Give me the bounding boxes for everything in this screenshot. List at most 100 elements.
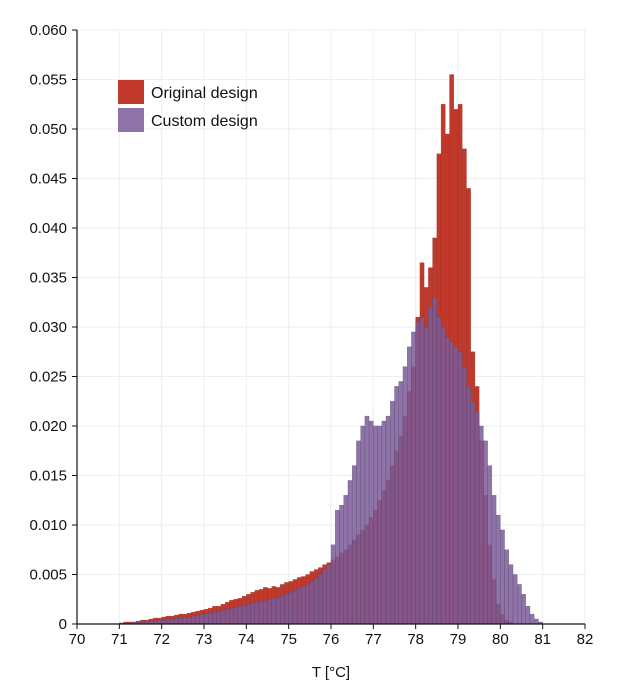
histogram-bar <box>241 604 247 625</box>
histogram-bar <box>267 599 272 625</box>
histogram-bar <box>305 584 311 625</box>
histogram-bar <box>178 617 184 625</box>
histogram-bar <box>394 386 399 625</box>
x-tick-label: 75 <box>280 631 297 648</box>
histogram-bar <box>330 544 336 625</box>
histogram-bar <box>203 613 209 625</box>
histogram-bar <box>233 606 239 625</box>
legend: Original design Custom design <box>118 80 258 132</box>
histogram-bar <box>301 586 306 625</box>
histogram-bar <box>508 564 514 625</box>
histogram-bar <box>292 590 298 625</box>
histogram-bar <box>174 617 179 625</box>
histogram-bar <box>390 401 395 625</box>
histogram-bar <box>254 602 260 625</box>
series-custom-design <box>119 297 543 625</box>
histogram-bar <box>258 601 264 625</box>
histogram-bar <box>521 594 526 625</box>
x-tick-label: 74 <box>238 631 255 648</box>
x-tick-label: 71 <box>111 631 128 648</box>
histogram-bar <box>250 603 255 625</box>
x-tick-label: 81 <box>534 631 551 648</box>
histogram-bar <box>457 351 463 625</box>
x-tick-label: 73 <box>196 631 213 648</box>
histogram-bar <box>246 604 251 625</box>
histogram-bar <box>351 465 357 625</box>
histogram-bar <box>436 316 442 625</box>
histogram-bar <box>212 611 217 625</box>
histogram-bar <box>487 465 493 625</box>
histogram-bar <box>504 549 510 625</box>
histogram-bar <box>453 346 459 625</box>
histogram-bar <box>347 480 353 625</box>
histogram-bar <box>296 588 302 625</box>
histogram-bar <box>191 615 196 625</box>
histogram-bar <box>322 569 327 625</box>
y-tick-label: 0.045 <box>29 171 67 188</box>
histogram-bar <box>462 366 467 625</box>
histogram-bar <box>275 597 281 625</box>
x-axis-ticks: 70 71 72 73 74 75 76 77 78 79 80 81 82 <box>69 624 594 648</box>
x-tick-label: 72 <box>153 631 170 648</box>
histogram-bar <box>474 410 480 625</box>
histogram-bar <box>169 618 175 625</box>
y-tick-label: 0.005 <box>29 567 67 584</box>
histogram-bar <box>495 514 501 625</box>
legend-swatch <box>118 80 144 104</box>
histogram-bar <box>182 616 188 625</box>
histogram-bar <box>186 616 192 625</box>
histogram-bar <box>381 420 387 625</box>
histogram-bars <box>119 74 543 625</box>
histogram-bar <box>419 316 425 625</box>
y-tick-label: 0.020 <box>29 418 67 435</box>
histogram-bar <box>525 605 531 625</box>
histogram-bar <box>470 401 476 625</box>
histogram-bar <box>385 415 391 625</box>
histogram-bar <box>449 341 454 625</box>
x-tick-label: 78 <box>407 631 424 648</box>
histogram-bar <box>466 386 471 625</box>
x-tick-label: 77 <box>365 631 382 648</box>
histogram-bar <box>440 326 446 625</box>
histogram-bar <box>483 440 488 625</box>
histogram-bar <box>195 614 200 625</box>
x-tick-label: 80 <box>492 631 509 648</box>
y-tick-label: 0.035 <box>29 270 67 287</box>
histogram-bar <box>271 598 277 625</box>
histogram-bar <box>199 613 205 625</box>
histogram-bar <box>529 613 535 625</box>
histogram-bar <box>534 618 539 625</box>
histogram-bar <box>288 592 294 625</box>
histogram-bar <box>263 600 268 625</box>
histogram-bar <box>491 495 497 625</box>
x-tick-label: 79 <box>450 631 467 648</box>
histogram-bar <box>398 381 404 625</box>
histogram-bar <box>377 425 383 625</box>
y-tick-label: 0.040 <box>29 220 67 237</box>
histogram-bar <box>415 321 421 625</box>
histogram-bar <box>318 574 323 625</box>
y-tick-label: 0.050 <box>29 121 67 138</box>
histogram-bar <box>356 440 361 625</box>
y-tick-label: 0.010 <box>29 517 67 534</box>
histogram-bar <box>280 596 285 625</box>
histogram-bar <box>500 529 505 625</box>
histogram-bar <box>335 509 340 625</box>
histogram-bar <box>224 608 230 625</box>
histogram-bar <box>512 574 518 625</box>
histogram-bar <box>165 618 171 625</box>
histogram-bar <box>364 415 370 625</box>
histogram-bar <box>237 605 243 625</box>
x-tick-label: 82 <box>577 631 594 648</box>
histogram-bar <box>326 564 332 625</box>
y-tick-label: 0.025 <box>29 369 67 386</box>
legend-label: Custom design <box>151 113 258 130</box>
histogram-bar <box>360 425 366 625</box>
histogram-bar <box>368 420 374 625</box>
histogram-bar <box>478 425 484 625</box>
histogram-bar <box>445 336 450 625</box>
histogram-bar <box>216 610 222 625</box>
y-tick-label: 0 <box>59 616 67 633</box>
histogram-bar <box>411 331 416 625</box>
